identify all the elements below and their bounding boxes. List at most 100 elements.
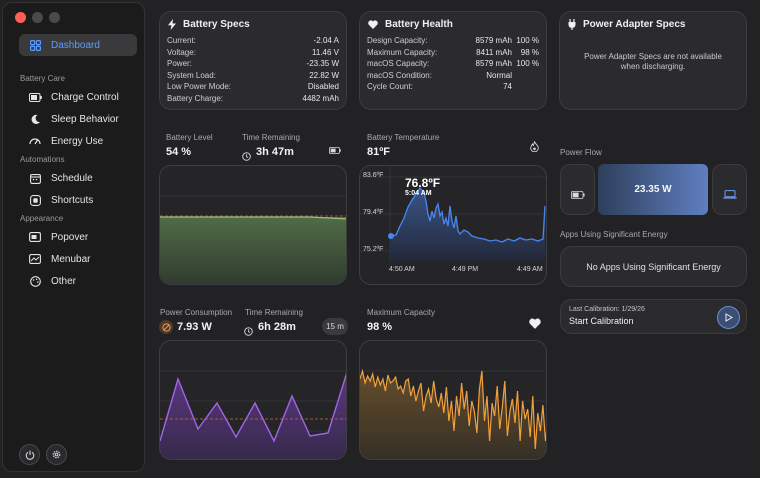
clock-icon — [244, 323, 253, 341]
spec-key: Cycle Count: — [367, 82, 413, 92]
sidebar-item-popover[interactable]: Popover — [19, 226, 137, 248]
menubar-icon — [28, 252, 42, 266]
shortcuts-icon — [28, 193, 42, 207]
spec-percent: 100 % — [516, 36, 539, 45]
plug-icon — [568, 19, 576, 30]
power-line — [160, 373, 346, 443]
settings-button[interactable] — [46, 444, 67, 465]
calibration-card: Last Calibration: 1/29/26 Start Calibrat… — [560, 299, 747, 334]
spec-row: Power: -23.35 W — [167, 59, 339, 68]
sidebar-item-label: Menubar — [51, 253, 91, 265]
time-remaining-label: Time Remaining — [242, 133, 300, 142]
sidebar-item-label: Schedule — [51, 172, 93, 184]
last-calibration-text: Last Calibration: 1/29/26 — [569, 306, 645, 313]
minimize-window-button[interactable] — [32, 12, 43, 23]
battery-level-label: Battery Level — [166, 133, 213, 142]
max-capacity-value: 98 % — [367, 321, 393, 333]
battery-specs-title: Battery Specs — [168, 19, 250, 30]
sidebar-item-other[interactable]: Other — [19, 270, 137, 292]
sidebar-item-charge-control[interactable]: Charge Control — [19, 86, 137, 108]
sidebar-item-energy-use[interactable]: Energy Use — [19, 130, 137, 152]
power-adapter-message: Power Adapter Specs are not available wh… — [584, 52, 722, 71]
power-area — [160, 375, 346, 459]
heart-icon — [529, 316, 541, 334]
sidebar: Dashboard Battery Care Charge Control Sl… — [2, 2, 145, 472]
spec-key: Low Power Mode: — [167, 82, 232, 92]
max-capacity-label: Maximum Capacity — [367, 308, 436, 317]
grid-icon — [28, 38, 42, 52]
power-button[interactable] — [19, 444, 40, 465]
spec-key: macOS Condition: — [367, 70, 432, 80]
power-flow-value: 23.35 W — [598, 164, 708, 215]
sidebar-item-shortcuts[interactable]: Shortcuts — [19, 189, 137, 211]
battery-health-title: Battery Health — [368, 19, 453, 30]
sidebar-item-label: Energy Use — [51, 135, 104, 147]
battery-level-fill — [160, 217, 346, 284]
sidebar-item-schedule[interactable]: Schedule — [19, 167, 137, 189]
moon-icon — [28, 112, 42, 126]
battery-specs-card: Battery Specs Current: -2.04 A Voltage: 11.… — [159, 11, 347, 110]
temp-x-tick: 4:49 PM — [452, 266, 479, 273]
battery-level-chart-svg — [160, 195, 346, 284]
battery-temp-chart: 83.6ºF 79.4ºF 75.2ºF 4:50 AM 4:49 PM 4:4… — [359, 165, 547, 285]
time-remaining-label: Time Remaining — [245, 308, 303, 317]
zoom-window-button[interactable] — [49, 12, 60, 23]
spec-row: macOS Capacity: 8579 mAh 100 % — [367, 59, 539, 68]
battery-health-title-text: Battery Health — [385, 19, 453, 30]
spec-value: 8579 mAh — [475, 36, 512, 45]
power-flow-laptop — [712, 164, 747, 215]
section-automations: Automations — [20, 155, 65, 164]
spec-row: macOS Condition: Normal — [367, 71, 539, 80]
spec-value: 4482 mAh — [302, 94, 339, 103]
spec-row: Design Capacity: 8579 mAh 100 % — [367, 36, 539, 45]
apps-energy-label: Apps Using Significant Energy — [560, 230, 668, 239]
no-charge-icon — [159, 320, 173, 334]
temp-y-tick: 79.4ºF — [363, 209, 384, 216]
temp-tooltip-time: 5:04 AM — [405, 190, 432, 197]
section-appearance: Appearance — [20, 214, 64, 223]
temp-y-tick: 83.6ºF — [363, 172, 384, 179]
calendar-icon — [28, 171, 42, 185]
temp-area — [390, 188, 545, 262]
spec-percent — [512, 71, 539, 80]
sidebar-item-dashboard[interactable]: Dashboard — [19, 34, 137, 56]
popover-icon — [28, 230, 42, 244]
power-flow-battery — [560, 164, 595, 215]
power-adapter-title-text: Power Adapter Specs — [583, 19, 686, 30]
start-calibration-button[interactable] — [717, 306, 740, 329]
close-window-button[interactable] — [15, 12, 26, 23]
battery-level-value: 54 % — [166, 146, 192, 158]
spec-key: System Load: — [167, 70, 216, 80]
gauge-icon — [28, 134, 42, 148]
battery-icon — [571, 186, 585, 204]
battery-level-chart — [159, 165, 347, 285]
power-adapter-card: Power Adapter Specs Power Adapter Specs … — [559, 11, 747, 110]
heart-icon — [368, 20, 378, 29]
spec-value: -2.04 A — [313, 36, 339, 45]
power-consumption-chart-svg — [160, 370, 346, 459]
spec-row: Battery Charge: 4482 mAh — [167, 94, 339, 103]
spec-value: Normal — [486, 70, 512, 80]
battery-specs-title-text: Battery Specs — [183, 19, 250, 30]
temp-tooltip-value: 76.8ºF — [405, 176, 441, 190]
sidebar-item-sleep-behavior[interactable]: Sleep Behavior — [19, 108, 137, 130]
interval-selector[interactable]: 15 m — [322, 318, 348, 335]
temp-y-tick: 75.2ºF — [363, 246, 384, 253]
spec-row: Low Power Mode: Disabled — [167, 82, 339, 91]
clock-icon — [242, 148, 251, 166]
spec-key: Current: — [167, 36, 196, 45]
palette-icon — [28, 274, 42, 288]
sidebar-item-menubar[interactable]: Menubar — [19, 248, 137, 270]
spec-row: Cycle Count: 74 — [367, 82, 539, 91]
bolt-icon — [168, 19, 176, 30]
flame-icon — [530, 139, 539, 157]
spec-row: Voltage: 11.46 V — [167, 48, 339, 57]
power-consumption-chart — [159, 340, 347, 460]
max-capacity-chart-svg — [360, 368, 546, 459]
battery-temp-chart-svg — [360, 166, 546, 262]
start-calibration-label: Start Calibration — [569, 316, 634, 326]
power-consumption-value: 7.93 W — [177, 321, 212, 333]
section-battery-care: Battery Care — [20, 74, 65, 83]
battery-temp-label: Battery Temperature — [367, 133, 440, 142]
